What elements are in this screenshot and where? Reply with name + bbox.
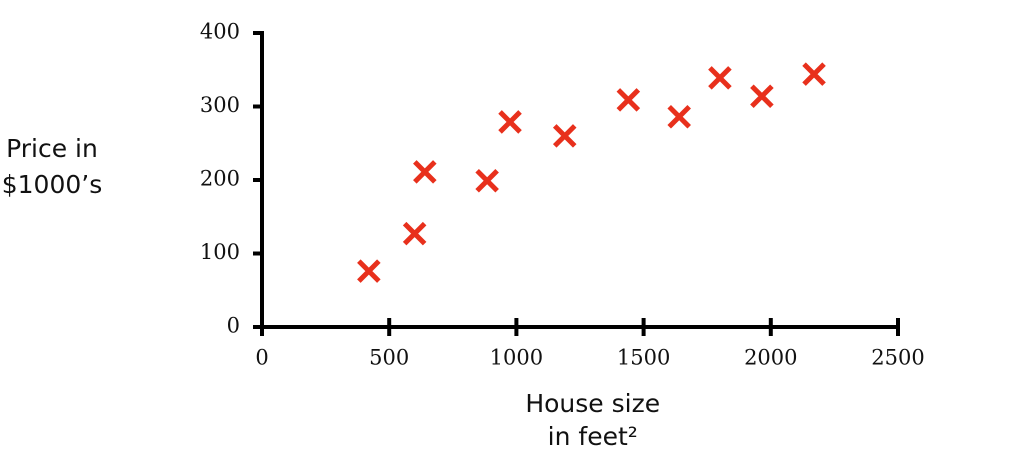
y-tick-label: 300 — [200, 93, 240, 117]
x-axis-label: in feet² — [548, 422, 638, 451]
data-point — [552, 124, 577, 148]
data-point — [802, 62, 826, 86]
x-axis-label: House size — [525, 389, 660, 418]
data-point — [616, 88, 641, 112]
data-point — [402, 221, 427, 246]
data-point — [667, 105, 691, 129]
y-tick-label: 0 — [227, 314, 240, 338]
x-tick-label: 2000 — [744, 346, 797, 370]
y-axis-label: $1000’s — [2, 170, 103, 199]
x-tick-label: 500 — [369, 346, 409, 370]
y-tick-label: 100 — [200, 240, 240, 264]
data-point — [750, 84, 774, 108]
x-tick-label: 1500 — [617, 346, 670, 370]
x-tick-label: 1000 — [490, 346, 543, 370]
y-tick-label: 400 — [200, 20, 240, 44]
data-point — [357, 259, 381, 283]
y-axis-label: Price in — [6, 134, 98, 163]
x-tick-label: 0 — [255, 346, 268, 370]
x-tick-label: 2500 — [871, 346, 924, 370]
data-point — [708, 66, 732, 90]
y-tick-label: 200 — [200, 167, 240, 191]
data-point — [413, 160, 437, 184]
data-point — [475, 168, 499, 193]
data-point — [498, 110, 522, 134]
